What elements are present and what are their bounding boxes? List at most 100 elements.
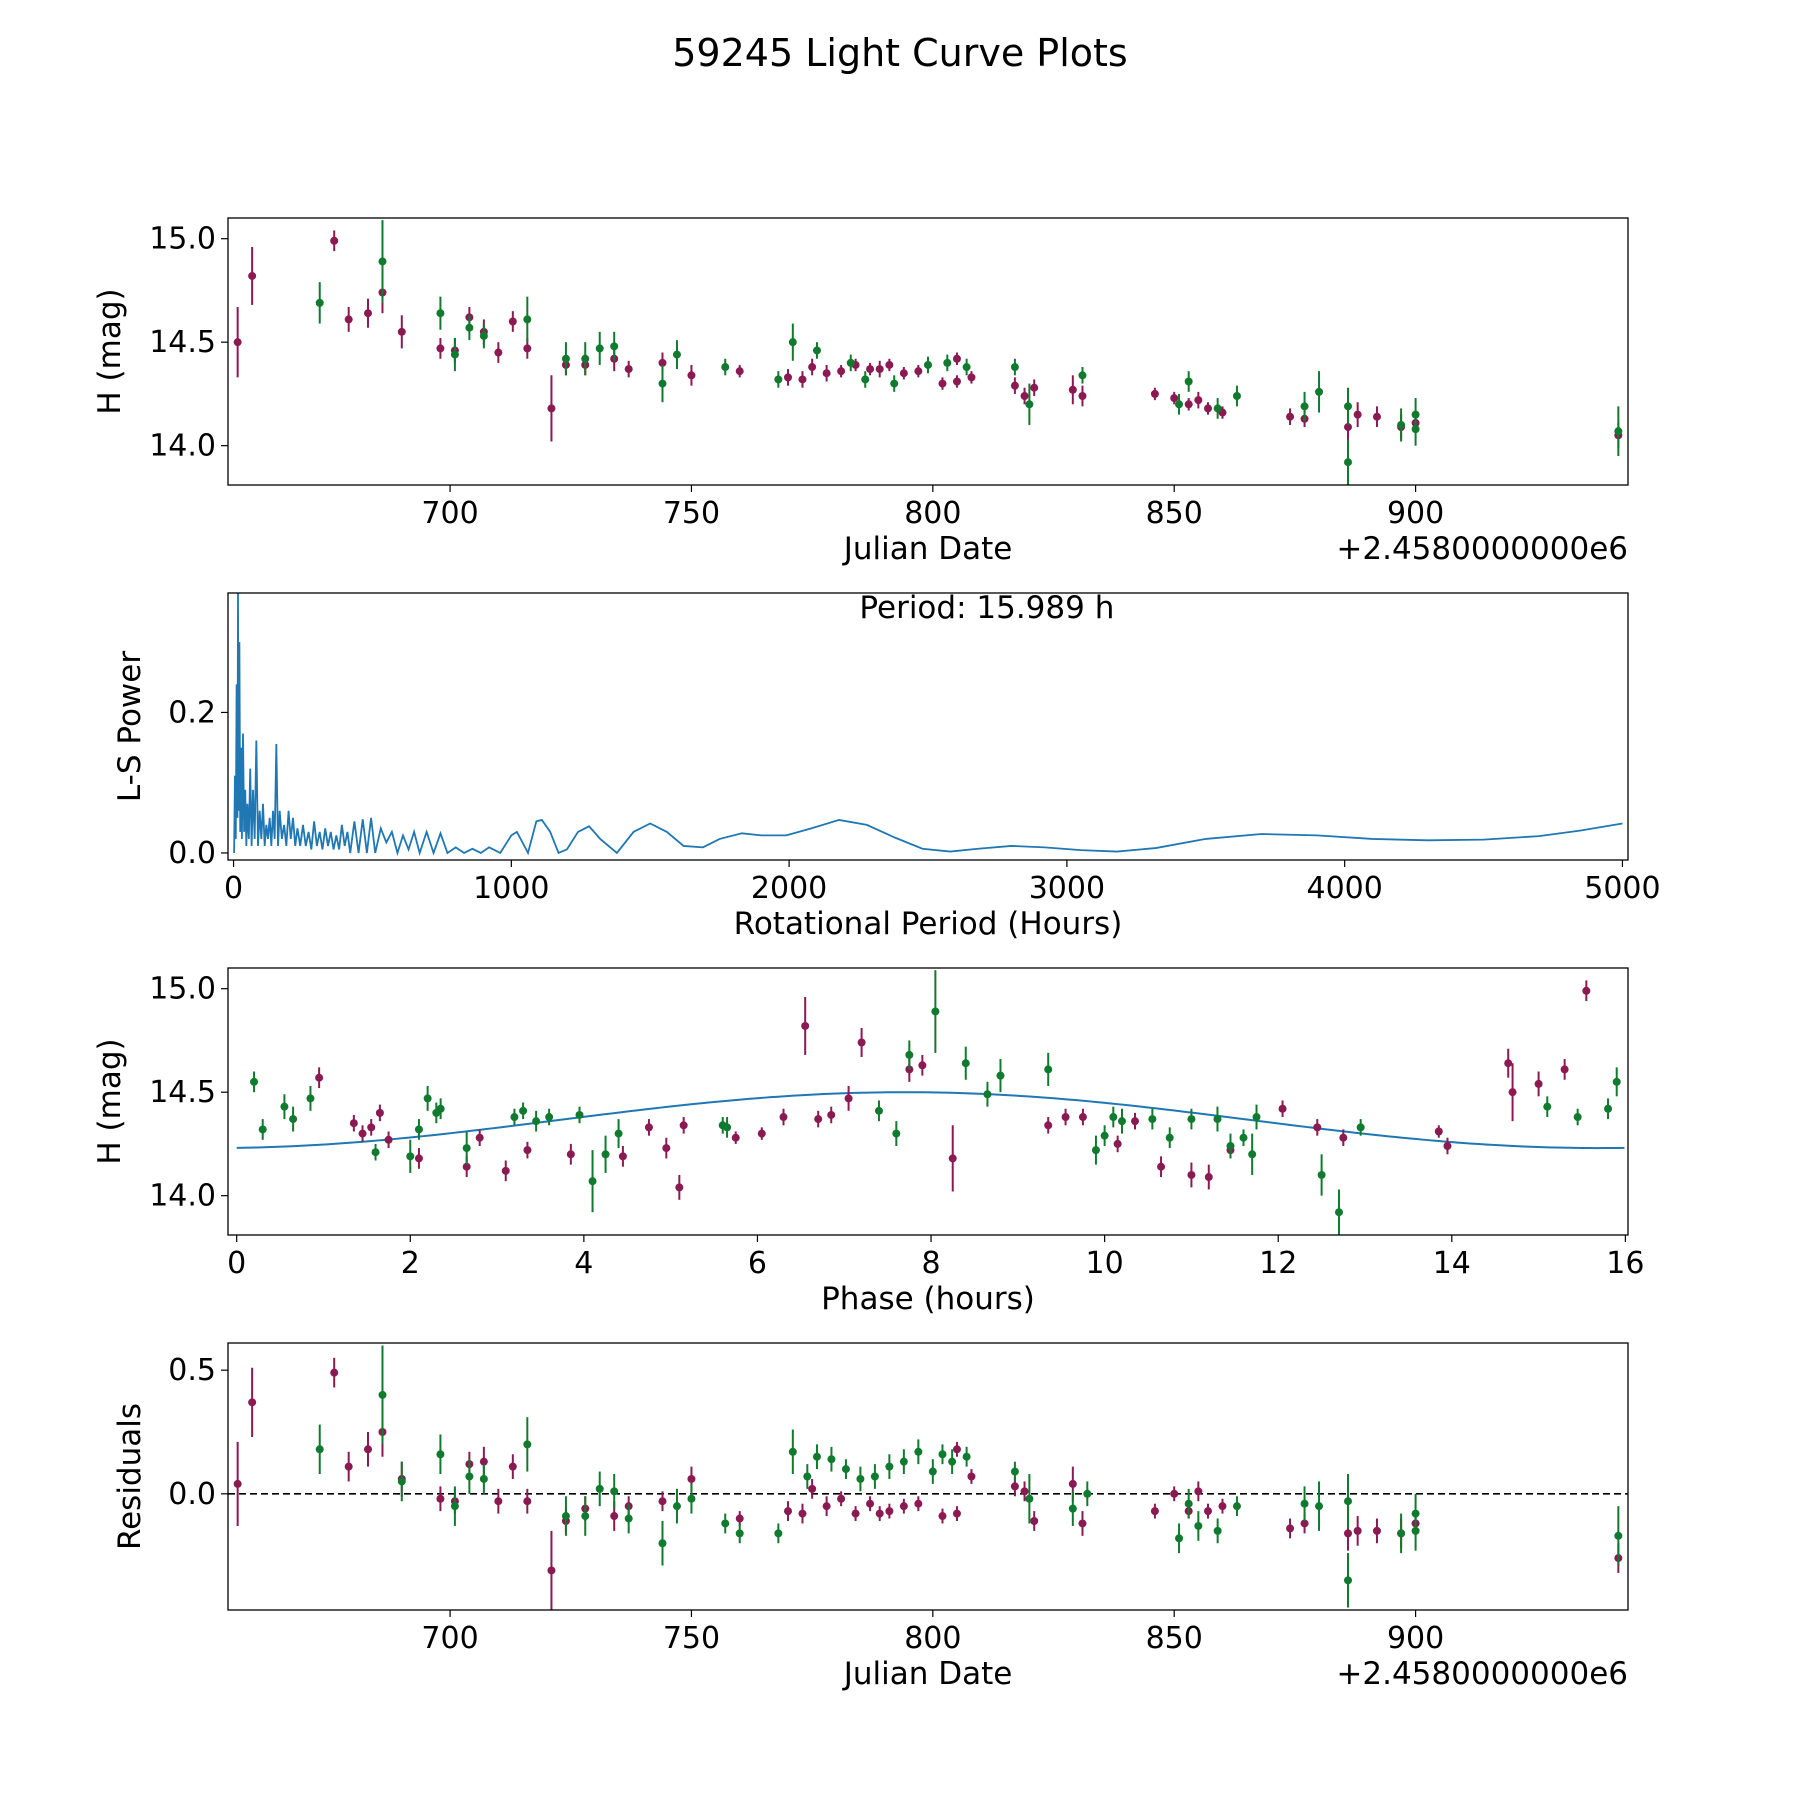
data-point-green [1344, 1497, 1352, 1506]
data-point-green [1091, 1146, 1100, 1155]
data-point-green [1068, 1504, 1077, 1513]
data-point-red [1030, 1517, 1039, 1525]
data-point-red [735, 367, 744, 376]
data-point-green [479, 1474, 488, 1483]
data-point-red [899, 369, 908, 378]
data-point-red [494, 1497, 503, 1506]
data-point-green [914, 1447, 923, 1456]
data-point-red [1508, 1088, 1517, 1097]
data-point-green [1612, 1077, 1621, 1086]
data-point-red [523, 1497, 532, 1506]
x-tick-label: 750 [663, 496, 720, 531]
data-point-green [1109, 1113, 1118, 1122]
data-point-green [1213, 404, 1222, 413]
data-point-red [384, 1135, 393, 1144]
data-point-green [1175, 1534, 1184, 1543]
data-point-red [344, 315, 353, 324]
data-point-green [892, 1129, 901, 1138]
data-point-red [462, 1162, 471, 1171]
axes-frame [227, 1342, 1629, 1611]
data-point-red [844, 1094, 853, 1103]
period-annotation: Period: 15.989 h [859, 590, 1114, 626]
figure-title: 59245 Light Curve Plots [672, 31, 1127, 75]
panel-periodogram: 0 1000 2000 3000 4000 5000 0.0 0.2 Rotational Pe… [112, 590, 1661, 942]
data-point-green [672, 350, 681, 359]
y-axis-label: H (mag) [92, 1038, 128, 1164]
data-point-green [874, 1106, 883, 1115]
data-point-red [494, 348, 503, 357]
data-point-red [1068, 1479, 1077, 1488]
data-point-red [938, 379, 947, 388]
data-point-red [1068, 385, 1077, 394]
data-point-red [1353, 1526, 1362, 1535]
x-tick-label: 750 [663, 1621, 720, 1656]
data-point-red [397, 327, 406, 336]
data-point-green [1184, 377, 1193, 386]
data-point-green [1315, 387, 1324, 396]
data-point-red [414, 1154, 423, 1163]
data-point-green [905, 1050, 914, 1059]
data-point-red [248, 1398, 257, 1407]
data-point-red [1278, 1104, 1287, 1113]
data-point-green [1239, 1133, 1248, 1142]
data-point-red [814, 1115, 823, 1124]
x-tick-label: 850 [1146, 1621, 1203, 1656]
data-point-red [822, 369, 831, 378]
data-point-red [233, 338, 242, 347]
x-tick-label: 0 [227, 1246, 246, 1281]
data-point-green [861, 375, 870, 384]
x-tick-label: 2000 [751, 871, 827, 906]
data-point-green [510, 1113, 519, 1122]
data-point-red [436, 1494, 445, 1503]
x-tick-label: 8 [921, 1246, 940, 1281]
x-offset-label: +2.4580000000e6 [1336, 1656, 1628, 1692]
data-point-green [1397, 420, 1406, 429]
data-point-green [961, 1059, 970, 1068]
data-point-green [948, 1457, 957, 1466]
data-point-green [1232, 1502, 1241, 1511]
x-tick-label: 900 [1387, 1621, 1444, 1656]
y-tick-label: 14.0 [149, 429, 216, 464]
data-point-red [1443, 1142, 1452, 1150]
x-tick-label: 4000 [1306, 871, 1382, 906]
data-point-green [1148, 1115, 1157, 1124]
y-tick-label: 15.0 [149, 972, 216, 1007]
data-point-green [931, 1007, 940, 1016]
data-point-green [1344, 458, 1352, 467]
x-tick-label: 800 [904, 496, 961, 531]
data-point-red [1078, 392, 1087, 400]
data-point-red [1170, 394, 1179, 403]
data-point-green [1411, 425, 1420, 434]
data-point-red [315, 1073, 324, 1082]
data-point-red [952, 354, 961, 363]
data-point-green [962, 1452, 971, 1461]
data-point-red [1372, 412, 1381, 421]
periodogram-line [233, 593, 1623, 857]
data-point-red [364, 1445, 372, 1454]
data-point-red [508, 317, 517, 326]
data-point-green [450, 350, 459, 359]
data-point-red [1020, 392, 1029, 400]
data-point-red [1560, 1065, 1569, 1074]
data-point-red [731, 1133, 740, 1142]
x-tick-label: 6 [748, 1246, 767, 1281]
data-point-green [1317, 1170, 1326, 1179]
data-point-green [1083, 1489, 1092, 1498]
data-point-red [1344, 1529, 1352, 1538]
data-point-green [1344, 402, 1352, 411]
data-point-red [1131, 1117, 1140, 1126]
data-point-red [1030, 383, 1039, 392]
data-point-green [962, 363, 971, 372]
data-point-green [1165, 1133, 1174, 1142]
data-point-red [1534, 1079, 1543, 1088]
data-point-green [721, 363, 730, 372]
data-point-red [967, 373, 976, 382]
data-point-red [1300, 1519, 1309, 1528]
data-point-green [581, 354, 590, 363]
data-point-green [1543, 1102, 1552, 1111]
data-point-red [1339, 1133, 1348, 1142]
data-point-green [1411, 1526, 1420, 1535]
data-point-red [798, 375, 807, 384]
data-point-red [618, 1152, 627, 1161]
data-point-red [1187, 1170, 1196, 1179]
